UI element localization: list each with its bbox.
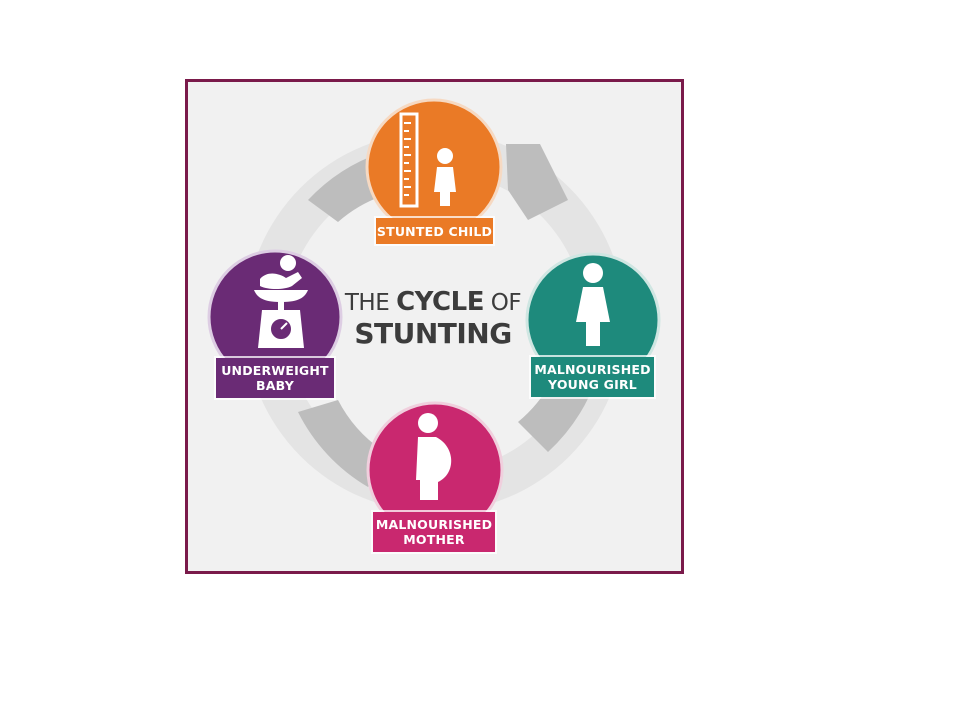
title-connector: OF [490,290,522,316]
scale-needle [280,322,288,330]
girl-icon [576,263,610,346]
underweight-baby-label-line1: UNDERWEIGHT [221,363,329,378]
underweight-baby-label-line2: BABY [256,378,294,393]
young-girl-label-line2: YOUNG GIRL [548,377,637,392]
stunted-child-label-text: STUNTED CHILD [376,223,493,239]
ring-inner [285,172,585,472]
mother-label-line2: MOTHER [403,532,465,547]
title-prefix: THE [344,290,390,316]
title-line-2: STUNTING [354,317,512,350]
young-girl-node [525,252,661,388]
stunted-child-node [365,98,503,236]
mother-node [366,401,504,539]
arrow-segment [298,400,388,487]
young-girl-label-line1: MALNOURISHED [534,362,651,377]
underweight-baby-label: UNDERWEIGHT BABY [216,358,334,398]
pregnant-woman-icon [416,413,452,500]
mother-label: MALNOURISHED MOTHER [373,512,495,552]
cycle-diagram [207,98,661,539]
mother-label-line1: MALNOURISHED [375,517,493,532]
diagram-title: THE CYCLE OF STUNTING [338,288,528,351]
infographic-frame: THE CYCLE OF STUNTING STUNTED CHILD MALN… [185,79,684,574]
arrow-segment [506,144,568,220]
title-line-1: THE CYCLE OF [338,288,528,317]
ruler-child-icon [399,112,456,208]
underweight-baby-node [207,249,343,385]
young-girl-label: MALNOURISHED YOUNG GIRL [531,357,654,397]
stunted-child-label: STUNTED CHILD [376,218,493,244]
title-emphasis: CYCLE [396,287,484,317]
